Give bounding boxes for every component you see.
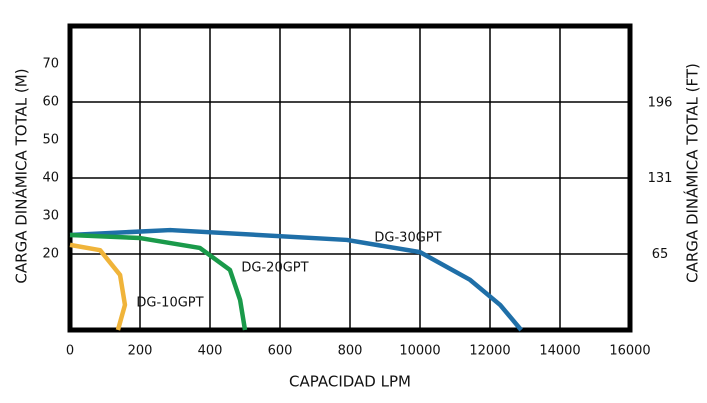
series-label: DG-10GPT (136, 296, 203, 311)
x-tick-label: 10000 (399, 344, 440, 359)
x-tick-label: 800 (338, 344, 363, 359)
curve (69, 242, 128, 331)
y-tick-label: 20 (42, 247, 59, 262)
y2-tick-label: 196 (648, 96, 673, 111)
y2-tick-label: 65 (652, 247, 669, 262)
x-tick-label: 600 (268, 344, 293, 359)
x-axis-label: CAPACIDAD LPM (289, 373, 411, 391)
series-label: DG-30GPT (374, 231, 441, 246)
y-tick-label: 70 (42, 57, 59, 72)
x-tick-label: 14000 (539, 344, 580, 359)
y2-axis-label: CARGA DINÁMICA TOTAL (FT) (683, 63, 702, 283)
x-tick-label: 400 (198, 344, 223, 359)
y-tick-label: 50 (42, 133, 59, 148)
curve (69, 227, 523, 332)
x-tick-label: 16000 (609, 344, 650, 359)
x-tick-label: 12000 (469, 344, 510, 359)
series-label: DG-20GPT (241, 261, 308, 276)
y-tick-label: 30 (42, 209, 59, 224)
y-axis-label: CARGA DINÁMICA TOTAL (M) (12, 68, 31, 283)
curve (69, 232, 248, 331)
y-tick-label: 60 (42, 95, 59, 110)
x-tick-label: 0 (66, 344, 74, 359)
plot-frame (67, 23, 633, 333)
y2-tick-label: 131 (648, 171, 673, 186)
y-tick-label: 40 (42, 171, 59, 186)
x-tick-label: 200 (128, 344, 153, 359)
